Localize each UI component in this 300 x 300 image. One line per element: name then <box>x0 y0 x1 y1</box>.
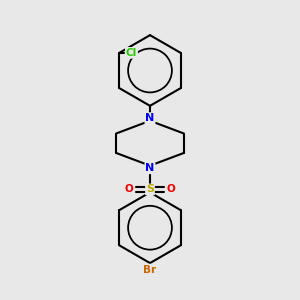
Text: Br: Br <box>143 265 157 275</box>
Text: N: N <box>146 163 154 173</box>
Text: N: N <box>146 113 154 123</box>
Text: Cl: Cl <box>126 48 137 58</box>
Text: O: O <box>124 184 133 194</box>
Text: O: O <box>167 184 176 194</box>
Text: S: S <box>146 184 154 194</box>
